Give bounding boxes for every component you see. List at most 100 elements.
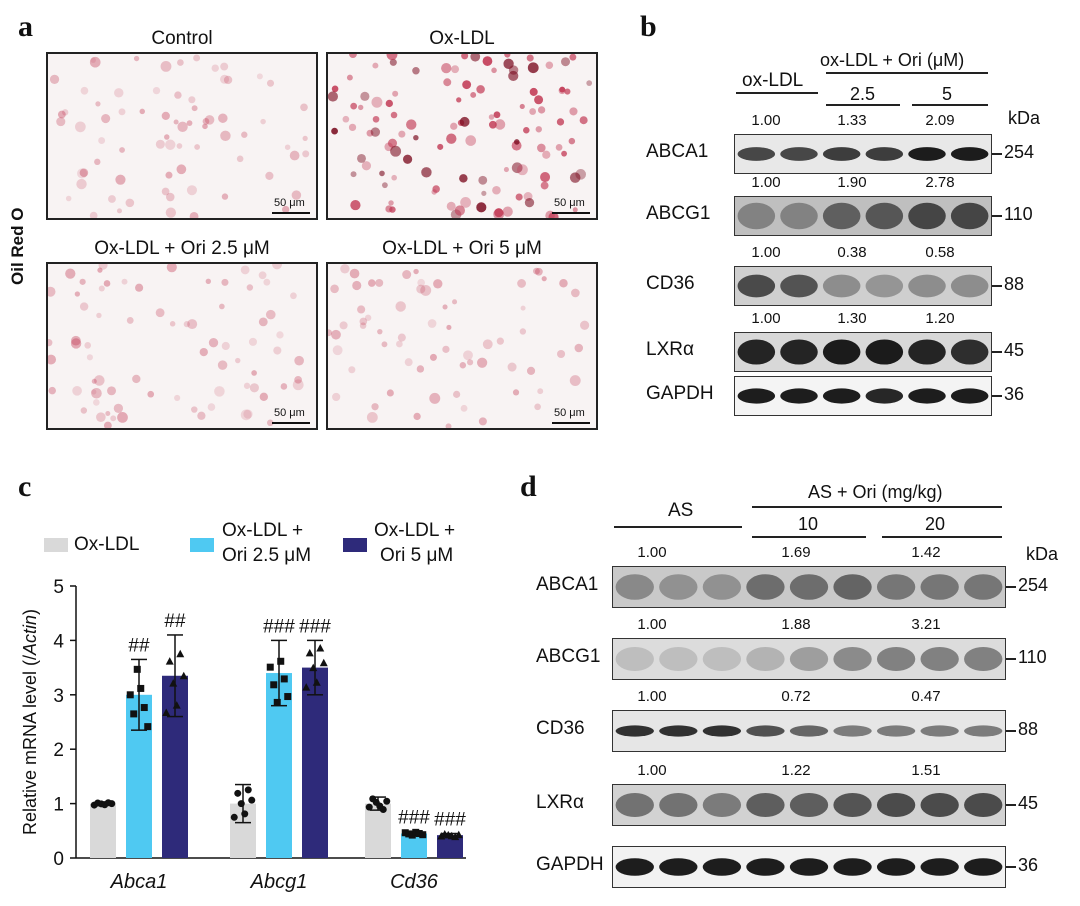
mw-label: 110 — [1018, 647, 1047, 667]
quant-value: 1.00 — [637, 544, 667, 561]
panel-a-letter: a — [18, 10, 33, 43]
blot-band — [615, 574, 654, 600]
blot-band — [737, 339, 776, 365]
blot-band — [833, 858, 872, 876]
significance-label: ### — [263, 616, 295, 637]
b-dose-line — [826, 104, 900, 106]
data-point — [169, 679, 178, 687]
mw-tick — [992, 215, 1002, 217]
blot-band — [950, 388, 989, 404]
quant-value: 1.20 — [925, 310, 955, 327]
blot-band — [908, 388, 946, 404]
blot-band — [737, 388, 776, 404]
blot-band — [780, 147, 818, 161]
blot-band — [876, 725, 916, 737]
bar-abcg1-2 — [302, 667, 328, 858]
x-category-label: Cd36 — [390, 871, 439, 893]
mw-label: 45 — [1004, 340, 1025, 360]
blot-band — [789, 647, 829, 671]
significance-label: ## — [128, 635, 150, 656]
blot-strip — [734, 376, 992, 416]
blot-band — [780, 388, 818, 404]
quant-value: 1.00 — [637, 616, 667, 633]
d-kda-label: kDa — [1026, 544, 1059, 564]
blot-band — [920, 858, 959, 876]
quant-value: 1.42 — [911, 544, 941, 561]
quant-value: 1.00 — [637, 762, 667, 779]
mw-label: 36 — [1004, 384, 1025, 404]
blot-band — [780, 274, 818, 298]
data-point — [133, 665, 141, 673]
protein-label: ABCA1 — [646, 141, 709, 162]
blot-band — [746, 725, 785, 737]
blot-band — [789, 858, 829, 876]
bar-cd36-2 — [437, 835, 463, 858]
data-point — [277, 657, 285, 665]
d-dose-line — [882, 536, 1002, 538]
blot-band — [876, 858, 916, 876]
mw-tick — [1006, 586, 1016, 588]
blot-band — [702, 574, 742, 600]
quant-value: 1.51 — [911, 762, 941, 779]
data-point — [179, 671, 188, 680]
bar-cd36-0 — [365, 803, 391, 858]
legend-label-ori25-l1: Ox-LDL + — [222, 520, 304, 541]
blot-band — [737, 147, 776, 161]
protein-label: CD36 — [646, 273, 695, 294]
blot-band — [865, 147, 904, 161]
data-point — [273, 698, 281, 706]
blot-band — [822, 388, 861, 404]
b-group-line — [826, 72, 988, 74]
y-tick-label: 4 — [53, 631, 64, 652]
b-group-line — [736, 92, 818, 94]
d-group-as: AS — [668, 500, 694, 521]
blot-band — [876, 793, 916, 817]
legend-label-ori5-l1: Ox-LDL + — [374, 520, 456, 541]
blot-strip — [734, 134, 992, 174]
micro-image-ori5 — [326, 262, 598, 430]
panel-d-letter: d — [520, 470, 537, 503]
blot-band — [822, 147, 861, 161]
blot-band — [833, 574, 872, 600]
quant-value: 2.78 — [925, 174, 955, 191]
oil-red-o-label: Oil Red O — [8, 207, 27, 285]
scale-label: 50 μm — [274, 197, 305, 209]
quant-value: 1.90 — [837, 174, 867, 191]
blot-band — [615, 725, 654, 737]
legend-swatch-oxldl — [44, 538, 68, 552]
quant-value: 1.00 — [751, 112, 781, 129]
blot-band — [920, 574, 959, 600]
blot-band — [964, 858, 1003, 876]
protein-label: ABCG1 — [646, 203, 711, 224]
mw-tick — [992, 351, 1002, 353]
blot-band — [950, 274, 989, 298]
blot-band — [908, 202, 946, 230]
blot-band — [615, 858, 654, 876]
blot-band — [950, 147, 989, 161]
micro-title-control: Control — [151, 28, 213, 49]
mw-tick — [1006, 866, 1016, 868]
blot-band — [789, 793, 829, 817]
d-dose-10: 10 — [798, 514, 819, 534]
blot-band — [865, 339, 904, 365]
d-group-line — [614, 526, 742, 528]
blot-band — [615, 647, 654, 671]
blot-band — [833, 647, 872, 671]
blot-band — [746, 574, 785, 600]
blot-strip — [612, 784, 1006, 826]
data-point — [365, 803, 373, 811]
micro-image-control — [46, 52, 318, 220]
blot-band — [964, 647, 1003, 671]
protein-label: LXRα — [646, 339, 694, 360]
y-tick-label: 1 — [53, 795, 64, 816]
data-point — [237, 800, 245, 808]
protein-label: ABCG1 — [536, 646, 601, 667]
blot-band — [920, 647, 959, 671]
blot-band — [908, 147, 946, 161]
blot-band — [833, 725, 872, 737]
b-kda-label: kDa — [1008, 108, 1041, 128]
b-dose-5: 5 — [942, 84, 953, 104]
data-point — [312, 678, 321, 686]
data-point — [140, 704, 148, 712]
blot-band — [950, 202, 989, 230]
